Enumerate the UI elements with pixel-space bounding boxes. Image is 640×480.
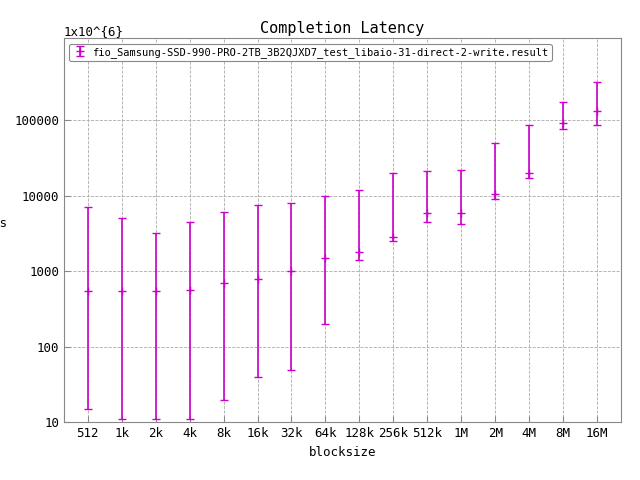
X-axis label: blocksize: blocksize (308, 446, 376, 459)
Text: 1x10^{6}: 1x10^{6} (64, 25, 124, 38)
Legend: fio_Samsung-SSD-990-PRO-2TB_3B2QJXD7_test_libaio-31-direct-2-write.result: fio_Samsung-SSD-990-PRO-2TB_3B2QJXD7_tes… (69, 44, 552, 61)
Y-axis label: us: us (0, 217, 8, 230)
Title: Completion Latency: Completion Latency (260, 21, 424, 36)
